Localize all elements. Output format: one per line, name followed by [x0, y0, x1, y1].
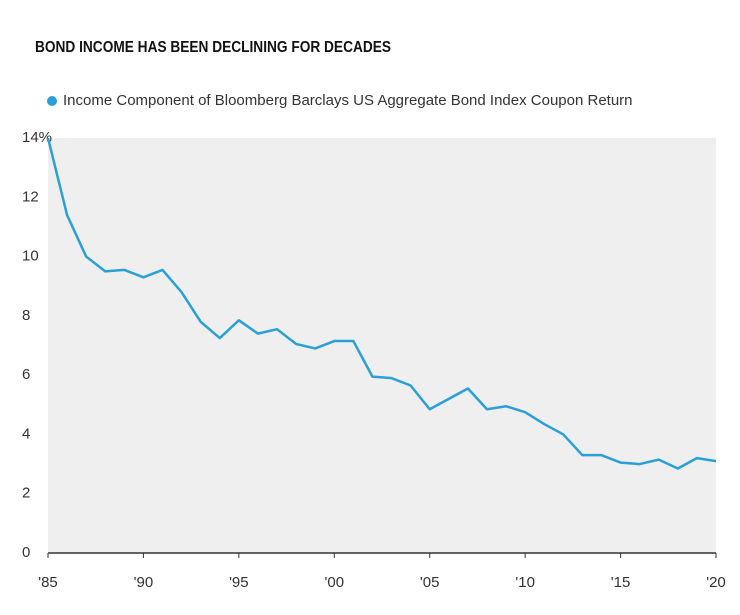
y-tick-label: 0 — [22, 544, 30, 561]
plot-background — [48, 138, 716, 553]
y-tick-label: 2 — [22, 485, 30, 502]
y-tick-label: 12 — [22, 188, 39, 205]
chart-title: BOND INCOME HAS BEEN DECLINING FOR DECAD… — [35, 39, 391, 56]
x-tick-label: '05 — [420, 574, 440, 591]
y-tick-label: 14% — [22, 129, 52, 146]
x-tick-label: '10 — [515, 574, 535, 591]
y-tick-label: 8 — [22, 307, 30, 324]
x-tick-label: '00 — [325, 574, 345, 591]
y-tick-label: 10 — [22, 248, 39, 265]
x-tick-label: '90 — [134, 574, 154, 591]
legend-label: Income Component of Bloomberg Barclays U… — [63, 92, 633, 109]
data-line — [46, 137, 717, 470]
legend-marker — [47, 96, 57, 106]
x-tick-label: '20 — [706, 574, 726, 591]
y-tick-label: 4 — [22, 425, 30, 442]
x-tick-label: '95 — [229, 574, 249, 591]
x-tick-label: '15 — [611, 574, 631, 591]
x-tick-label: '85 — [38, 574, 58, 591]
y-tick-label: 6 — [22, 366, 30, 383]
